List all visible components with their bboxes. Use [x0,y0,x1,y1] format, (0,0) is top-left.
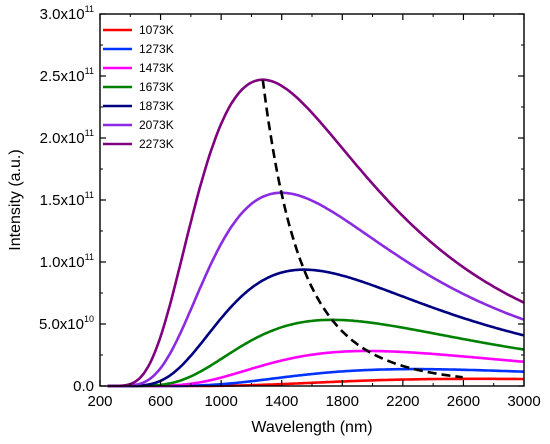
x-tick-label: 1000 [204,393,237,410]
x-tick-label: 200 [87,393,112,410]
y-tick-label: 2.5x1011 [40,66,94,85]
legend-label-1073K: 1073K [139,23,174,37]
y-tick-label: 1.0x1011 [40,252,94,271]
x-tick-label: 1800 [326,393,359,410]
y-tick-label: 1.5x1011 [40,190,94,209]
series-line-1873K [107,268,525,388]
legend-label-2273K: 2273K [139,137,174,151]
legend-label-1273K: 1273K [139,42,174,56]
legend-label-1673K: 1673K [139,80,174,94]
y-axis-label: Intensity (a.u.) [7,149,24,250]
series-line-2273K [107,78,525,388]
y-tick-label: 0.0 [73,378,94,395]
y-axis-ticks: 0.0 5.0x1010 1.0x1011 1.5x1011 2.0x1011 2.5x1… [39,4,524,395]
x-axis-ticks: 200 600 1000 1400 1800 2200 2600 3000 [87,14,541,410]
series-line-1473K [107,349,525,388]
x-tick-label: 1400 [265,393,298,410]
x-tick-label: 600 [148,393,173,410]
y-tick-label: 2.0x1011 [40,128,94,147]
legend-label-2073K: 2073K [139,118,174,132]
y-tick-label: 3.0x1011 [40,4,94,23]
peak-locus-line [261,79,463,379]
series-line-2073K [107,191,525,388]
legend: 1073K 1273K 1473K 1673K 1873K 2073K 2273K [103,23,174,151]
x-tick-label: 2600 [447,393,480,410]
x-tick-label: 3000 [507,393,540,410]
legend-label-1473K: 1473K [139,61,174,75]
x-tick-label: 2200 [386,393,419,410]
series-line-1673K [107,318,525,388]
x-axis-label: Wavelength (nm) [251,419,372,436]
y-tick-label: 5.0x1010 [39,314,94,333]
legend-label-1873K: 1873K [139,99,174,113]
